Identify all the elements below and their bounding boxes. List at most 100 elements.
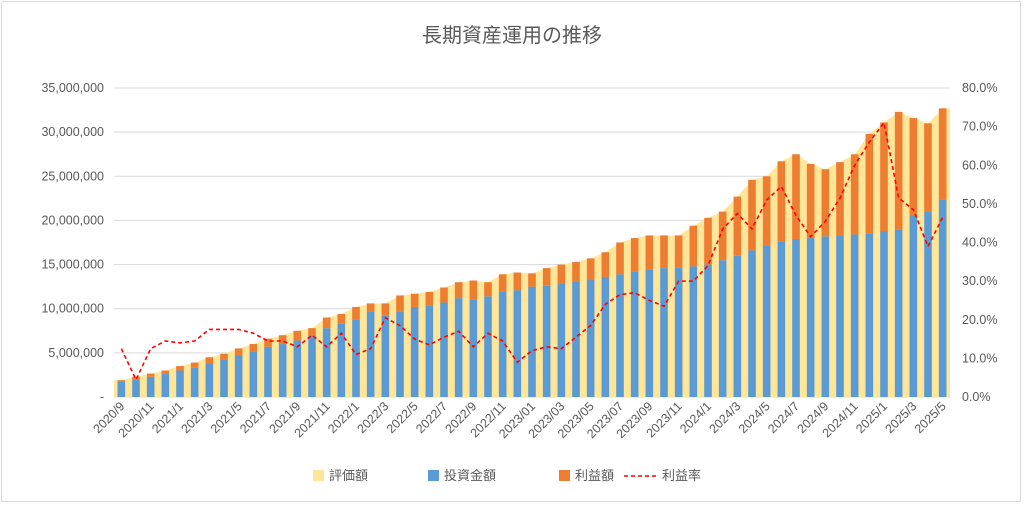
y-left-tick-label: 15,000,000: [41, 258, 104, 272]
bar-profit: [894, 111, 903, 230]
bar-profit: [630, 238, 639, 272]
bar-profit: [176, 366, 184, 371]
bar-investment: [938, 199, 947, 397]
bar-profit: [308, 328, 316, 337]
bar-investment: [366, 311, 375, 397]
bar-investment: [322, 328, 331, 397]
x-tick-label: 2022/5: [384, 399, 421, 436]
y-left-tick-label: 10,000,000: [41, 302, 104, 316]
bar-profit: [352, 306, 360, 320]
x-tick-label: 2022/7: [413, 399, 450, 436]
bar-profit: [704, 217, 712, 265]
bar-profit: [601, 252, 610, 277]
bar-investment: [161, 374, 170, 397]
bar-investment: [381, 315, 390, 397]
bar-investment: [718, 260, 727, 397]
bar-investment: [645, 269, 654, 397]
x-tick-label: 2024/7: [765, 399, 802, 436]
bar-profit: [909, 118, 918, 217]
bar-investment: [220, 359, 228, 397]
bar-investment: [924, 211, 932, 397]
bar-investment: [557, 283, 566, 397]
bar-investment: [410, 306, 419, 397]
bar-investment: [880, 231, 888, 397]
bar-investment: [674, 267, 683, 397]
y-right-tick-label: 40.0%: [962, 236, 997, 250]
legend-label-valuation: 評価額: [329, 469, 368, 484]
bar-series: [117, 108, 947, 397]
bar-investment: [894, 229, 903, 397]
bar-profit: [278, 335, 287, 345]
bar-investment: [484, 296, 492, 397]
bar-investment: [337, 323, 346, 397]
bar-investment: [117, 381, 126, 397]
bar-investment: [792, 238, 800, 397]
bar-investment: [586, 279, 595, 397]
y-axis-left: - 5,000,000 10,000,000 15,000,000 20,000,000…: [41, 81, 104, 404]
x-tick-label: 2022/1: [325, 399, 362, 436]
bar-profit: [469, 280, 478, 300]
bar-investment: [836, 235, 844, 397]
bar-investment: [308, 336, 316, 397]
y-left-tick-label: -: [100, 390, 104, 404]
bar-profit: [454, 282, 463, 299]
bar-profit: [806, 163, 815, 239]
bar-investment: [572, 281, 580, 397]
y-right-tick-label: 20.0%: [962, 313, 997, 327]
bar-profit: [938, 108, 947, 200]
y-right-tick-label: 10.0%: [962, 351, 997, 365]
legend-label-profit-rate: 利益率: [662, 468, 701, 484]
line-profit-rate: [120, 120, 944, 382]
bar-profit: [762, 176, 771, 246]
legend-label-profit: 利益額: [575, 469, 614, 484]
y-axis-right: 0.0% 10.0% 20.0% 30.0% 40.0% 50.0% 60.0% 70.0% 8…: [962, 81, 997, 404]
bar-investment: [146, 376, 155, 397]
bar-profit: [674, 235, 683, 268]
x-tick-label: 2024/1: [677, 399, 714, 436]
bar-profit: [557, 264, 566, 284]
bar-profit: [572, 261, 580, 282]
bar-investment: [777, 241, 786, 397]
bar-profit: [792, 154, 800, 239]
legend-label-investment: 投資金額: [444, 468, 496, 484]
bar-profit: [586, 258, 595, 280]
bar-profit: [117, 380, 126, 382]
bar-investment: [396, 311, 404, 397]
y-right-tick-label: 0.0%: [962, 390, 991, 404]
bar-profit: [337, 314, 346, 324]
bar-investment: [176, 370, 184, 397]
bar-profit: [528, 273, 536, 287]
y-left-tick-label: 5,000,000: [48, 346, 104, 360]
bar-investment: [601, 276, 610, 397]
legend-swatch-investment: [428, 470, 439, 481]
bar-profit: [733, 196, 742, 256]
legend-swatch-profit: [559, 470, 570, 481]
bar-profit: [396, 295, 404, 312]
y-left-tick-label: 25,000,000: [41, 169, 104, 183]
bar-investment: [528, 286, 536, 397]
bar-profit: [440, 287, 448, 303]
legend: 評価額 投資金額 利益額 利益率: [313, 468, 701, 484]
bar-profit: [410, 293, 419, 307]
x-tick-label: 2021/3: [179, 399, 216, 436]
bar-profit: [850, 154, 859, 235]
y-right-tick-label: 70.0%: [962, 120, 997, 134]
x-tick-label: 2025/3: [883, 399, 920, 436]
bar-profit: [161, 370, 170, 375]
bar-investment: [660, 268, 668, 397]
bar-investment: [352, 319, 360, 397]
bar-investment: [132, 379, 140, 397]
bar-profit: [748, 179, 756, 251]
bar-profit: [718, 211, 727, 261]
bar-profit: [220, 353, 228, 360]
x-tick-label: 2025/1: [853, 399, 890, 436]
bar-profit: [821, 169, 830, 237]
bar-investment: [278, 344, 287, 397]
bar-investment: [293, 340, 302, 397]
bar-investment: [821, 236, 830, 397]
bar-investment: [762, 245, 771, 397]
bar-investment: [616, 274, 624, 397]
bar-investment: [425, 305, 434, 397]
bar-investment: [440, 302, 448, 397]
bar-investment: [909, 216, 918, 397]
